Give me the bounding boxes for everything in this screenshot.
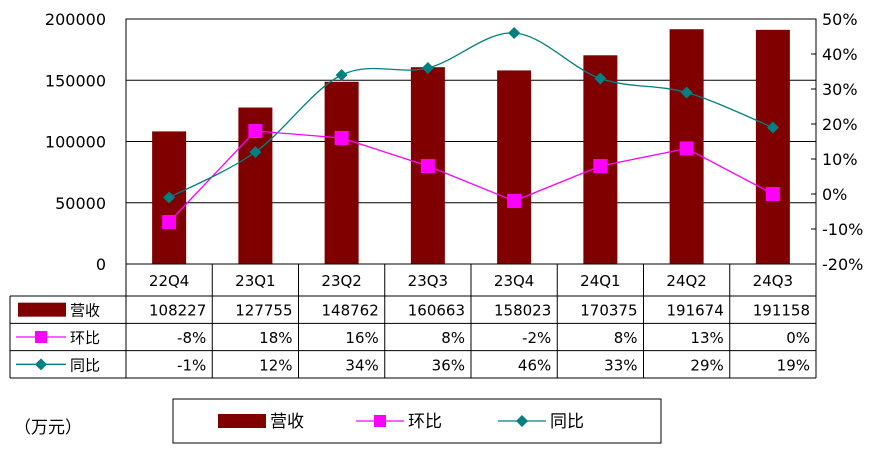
table-cell: 18% <box>259 329 292 347</box>
point-square-24Q1 <box>593 159 608 173</box>
y-left-tick-label: 50000 <box>55 194 106 213</box>
table-cell: 127755 <box>235 302 292 320</box>
unit-label: （万元） <box>14 418 82 438</box>
table-row-label: 同比 <box>70 356 100 374</box>
line-square <box>168 130 774 223</box>
table-cell: 36% <box>432 356 465 374</box>
point-diamond-23Q4 <box>508 27 521 39</box>
table-cell: 19% <box>777 356 810 374</box>
point-square-23Q1 <box>248 124 263 138</box>
table-cell: 46% <box>518 356 551 374</box>
point-diamond-23Q2 <box>335 69 348 81</box>
y-right-tick-label: -10% <box>822 220 863 239</box>
table-cell: 0% <box>786 329 810 347</box>
table-cell: 12% <box>259 356 292 374</box>
table-cell: 13% <box>690 329 723 347</box>
legend-key-marker <box>516 415 528 427</box>
y-right-tick-label: 50% <box>822 10 858 29</box>
y-right-tick-label: 40% <box>822 45 858 64</box>
y-left-tick-label: 0 <box>96 255 106 274</box>
point-square-23Q2 <box>334 131 349 145</box>
y-left-tick-label: 100000 <box>45 133 106 152</box>
y-left-tick-label: 150000 <box>45 71 106 90</box>
point-square-24Q3 <box>765 187 780 201</box>
legend-key-bar <box>218 414 266 428</box>
category-label: 24Q2 <box>666 272 706 290</box>
data-table: 22Q4 23Q1 23Q2 23Q3 23Q4 24Q1 24Q2 24Q3 营收 108227… <box>9 264 817 379</box>
category-label: 24Q3 <box>753 272 793 290</box>
y-right-tick-label: 10% <box>822 150 858 169</box>
table-cell: 191674 <box>666 302 723 320</box>
y-left-tick-label: 200000 <box>45 10 106 29</box>
line-diamond <box>168 32 774 199</box>
point-square-24Q2 <box>679 141 694 156</box>
legend-label: 同比 <box>550 412 584 432</box>
table-cell: 33% <box>604 356 637 374</box>
line-series <box>162 27 780 229</box>
table-cell: 8% <box>441 329 465 347</box>
bar-series-revenue <box>152 29 790 265</box>
bar-24Q3 <box>755 29 790 264</box>
table-cell: 29% <box>690 356 723 374</box>
point-square-22Q4 <box>162 215 177 229</box>
category-label: 22Q4 <box>149 272 189 290</box>
legend-label: 环比 <box>408 412 442 432</box>
bar-23Q2 <box>324 81 359 265</box>
point-diamond-24Q1 <box>594 72 607 85</box>
legend-key-marker <box>374 415 386 427</box>
table-cell: 16% <box>345 329 378 347</box>
point-diamond-23Q1 <box>249 146 262 158</box>
point-square-23Q3 <box>420 159 435 173</box>
table-cell: 148762 <box>321 302 378 320</box>
table-cell: 191158 <box>753 302 810 320</box>
category-label: 23Q1 <box>235 272 275 290</box>
table-cell: 160663 <box>408 302 465 320</box>
table-key-bar <box>18 302 66 317</box>
legend-label: 营收 <box>270 412 304 432</box>
point-square-23Q4 <box>507 194 522 208</box>
point-diamond-23Q3 <box>421 62 434 74</box>
y-right-tick-label: 20% <box>822 115 858 134</box>
category-label: 24Q1 <box>580 272 620 290</box>
table-row-label: 环比 <box>70 329 100 347</box>
category-label: 23Q3 <box>408 272 448 290</box>
y-right-tick-label: -20% <box>822 255 863 274</box>
table-cell: 158023 <box>494 302 551 320</box>
table-cell: 170375 <box>580 302 637 320</box>
axes: 0 50000 100000 150000 200000 -20% -10% 0% 10% 20%… <box>45 10 863 274</box>
table-key-marker <box>35 358 47 371</box>
table-key-marker <box>35 331 47 343</box>
category-label: 23Q4 <box>494 272 534 290</box>
table-cell: -8% <box>177 329 206 347</box>
legend: 营收 环比 同比 <box>172 398 662 444</box>
table-cell: 34% <box>345 356 378 374</box>
table-cell: -2% <box>522 329 551 347</box>
y-right-tick-label: 30% <box>822 80 858 99</box>
table-cell: 8% <box>614 329 638 347</box>
point-diamond-22Q4 <box>163 191 176 204</box>
y-right-tick-label: 0% <box>822 185 847 204</box>
point-diamond-24Q2 <box>680 86 693 99</box>
table-cell: 108227 <box>149 302 206 320</box>
point-diamond-24Q3 <box>766 121 779 134</box>
table-row-label: 营收 <box>70 302 100 320</box>
table-cell: -1% <box>177 356 206 374</box>
category-label: 23Q2 <box>321 272 361 290</box>
bar-23Q4 <box>497 70 532 265</box>
